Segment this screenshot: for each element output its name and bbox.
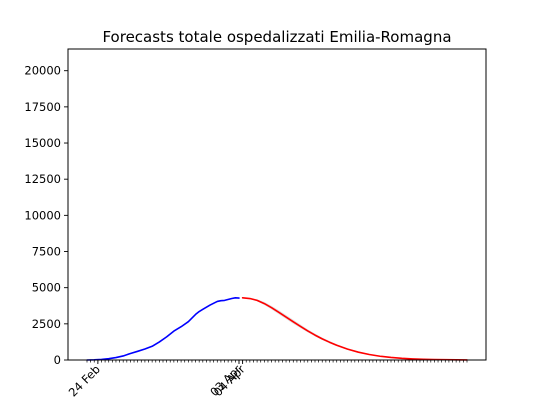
y-tick-label: 12500 [24,172,61,186]
y-tick-label: 0 [54,353,61,367]
y-tick-label: 5000 [32,281,61,295]
y-axis-ticks: 0 2500 5000 7500 10000 12500 15000 17500 20000 [24,64,68,367]
x-tick-label: 24 Feb [66,362,103,399]
y-tick-label: 7500 [32,245,61,259]
y-tick-label: 10000 [24,208,61,222]
y-tick-label: 20000 [24,64,61,78]
y-tick-label: 17500 [24,100,61,114]
observed-series-line [86,296,240,361]
forecast-series-line [241,296,468,361]
plot-area-frame [67,48,487,361]
series-layer [86,296,468,361]
y-tick-label: 2500 [32,317,61,331]
chart-title: Forecasts totale ospedalizzati Emilia-Ro… [102,28,451,46]
y-tick-label: 15000 [24,136,61,150]
